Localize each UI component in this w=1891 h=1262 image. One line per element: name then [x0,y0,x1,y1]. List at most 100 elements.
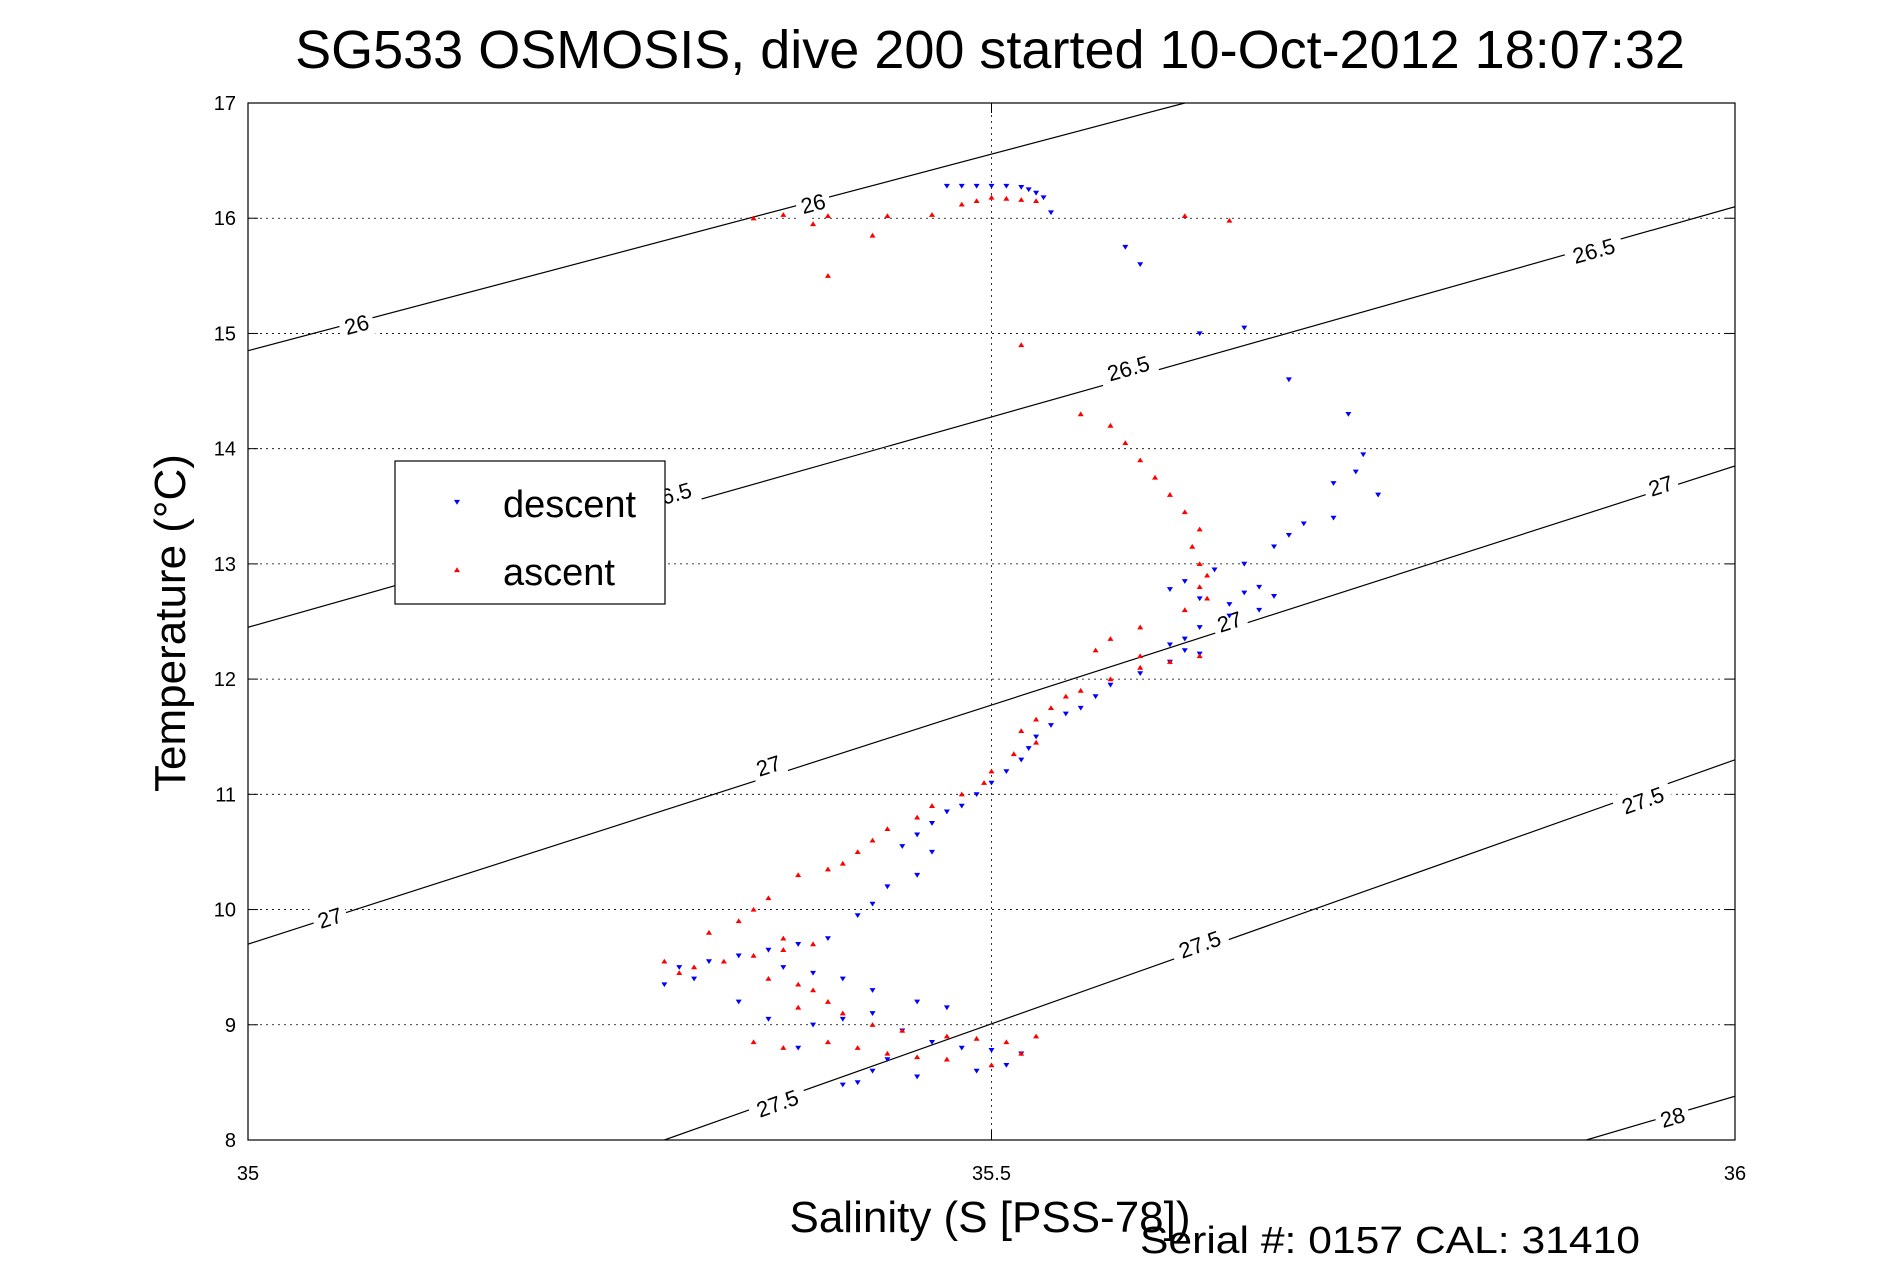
data-point-ascent [929,212,936,217]
density-contour-label-bg [1167,921,1232,968]
legend-box [394,460,666,605]
y-tick-label: 9 [225,1015,236,1037]
data-point-descent [869,1068,876,1074]
data-point-descent [914,872,921,878]
data-point-descent [1271,594,1278,599]
data-point-descent [1166,587,1173,592]
data-point-descent [958,1045,965,1051]
data-point-ascent [988,194,995,200]
data-point-ascent [750,906,757,912]
data-point-descent [1003,1063,1010,1068]
density-contour-label-bg [1096,346,1161,390]
data-point-ascent [1033,1033,1040,1039]
data-point-ascent [1137,653,1144,659]
data-point-descent [869,1011,876,1016]
data-point-descent [854,913,861,919]
data-point-descent [1181,648,1188,654]
density-contour-label-bg [1610,777,1675,823]
data-point-ascent [1018,1050,1025,1056]
data-point-ascent [661,958,668,964]
data-point-descent [1092,694,1099,700]
data-point-ascent [869,1022,876,1027]
y-tick-label: 8 [225,1130,236,1152]
data-point-ascent [884,1050,891,1056]
data-point-ascent [720,958,727,964]
data-point-descent [1241,325,1248,331]
data-point-descent [1107,682,1114,688]
data-point-ascent [1107,422,1114,428]
data-point-descent [973,792,980,798]
data-point-descent [988,183,995,189]
data-point-descent [1241,590,1248,596]
data-point-ascent [1003,1039,1010,1045]
density-contour-label-bg [793,185,834,222]
data-point-ascent [943,1056,950,1062]
data-point-descent [735,999,742,1005]
data-point-ascent [1166,659,1173,664]
data-point-ascent [854,1045,861,1050]
data-point-descent [943,183,950,189]
data-point-ascent [691,964,698,970]
data-point-descent [1003,769,1010,774]
data-point-descent [1033,734,1040,740]
data-point-descent [1256,607,1263,613]
data-point-ascent [1033,739,1040,745]
y-tick-label: 14 [214,439,236,461]
data-point-descent [839,1082,846,1088]
data-point-ascent [1033,198,1040,204]
data-point-descent [1226,613,1233,619]
plot-background [248,103,1735,1140]
data-point-ascent [869,232,876,238]
data-point-descent [705,959,712,965]
data-point-ascent [839,860,846,866]
data-point-descent [839,1016,846,1022]
data-point-descent [1330,515,1337,521]
data-point-descent [1137,671,1144,677]
data-point-descent [1122,244,1129,250]
density-contour-label-bg [1652,1098,1693,1136]
data-point-ascent [705,929,712,935]
density-contour-label-bg [1562,229,1626,272]
data-point-ascent [676,970,683,976]
density-contour-label-bg [336,306,377,343]
data-point-ascent [869,837,876,843]
data-point-ascent [765,975,772,981]
x-tick-label: 35 [237,1163,259,1185]
data-point-descent [1047,723,1054,728]
y-tick-label: 17 [214,93,236,115]
data-point-ascent [988,768,995,774]
data-point-ascent [1033,716,1040,722]
density-contour-label-bg [1208,602,1250,641]
data-point-ascent [1062,693,1069,699]
data-point-descent [1018,185,1025,190]
data-point-descent [884,884,891,890]
data-point-descent [824,936,831,942]
data-point-ascent [780,1045,787,1050]
density-contour-label-bg [745,1080,810,1127]
data-point-ascent [899,1027,906,1033]
data-point-ascent [973,198,980,204]
data-point-ascent [765,895,772,901]
data-point-ascent [1122,440,1129,446]
data-point-ascent [1003,195,1010,201]
data-point-ascent [824,1039,831,1045]
data-point-ascent [795,1004,802,1010]
density-contour-label-bg [1640,467,1682,505]
data-point-descent [1375,492,1382,498]
data-point-descent [810,970,817,976]
data-point-ascent [854,849,861,855]
data-point-descent [765,1016,772,1022]
data-point-ascent [750,215,757,221]
chart-title: SG533 OSMOSIS, dive 200 started 10-Oct-2… [295,20,1685,80]
data-point-descent [1181,636,1188,642]
data-point-ascent [1204,572,1211,578]
legend-marker-descent [454,499,460,505]
y-tick-label: 11 [215,784,236,806]
x-tick-label: 35.5 [972,1163,1011,1185]
data-point-descent [795,1045,802,1051]
data-point-descent [884,1057,891,1063]
data-point-ascent [1181,213,1188,219]
data-point-ascent [824,999,831,1004]
data-point-ascent [981,780,988,785]
data-point-ascent [1204,595,1211,601]
